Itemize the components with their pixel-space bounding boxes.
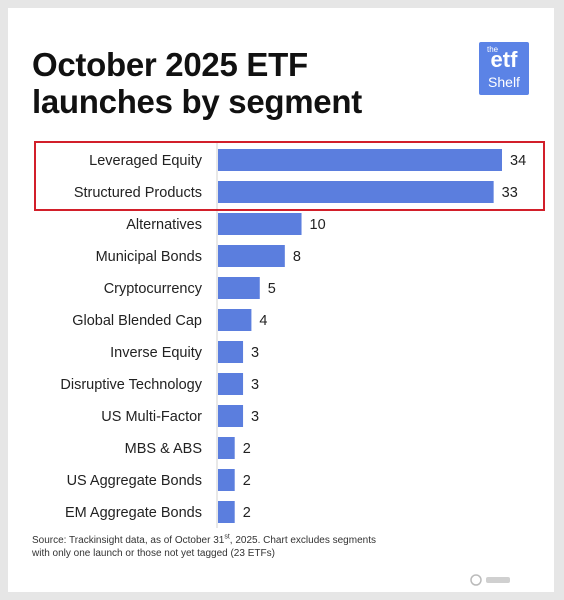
- bar-us-multi-factor: [218, 405, 244, 427]
- value-label-leveraged-equity: 34: [510, 153, 526, 169]
- bar-municipal-bonds: [218, 245, 285, 267]
- value-label-us-multi-factor: 3: [251, 409, 259, 425]
- source-note-line1a: Source: Trackinsight data, as of October…: [32, 535, 225, 546]
- value-label-cryptocurrency: 5: [268, 281, 276, 297]
- value-label-inverse-equity: 3: [251, 345, 259, 361]
- bar-us-aggregate-bonds: [218, 469, 235, 491]
- category-label-us-aggregate-bonds: US Aggregate Bonds: [67, 473, 202, 489]
- watermark-icon: [466, 572, 516, 588]
- value-label-disruptive-technology: 3: [251, 377, 259, 393]
- title-line-1: October 2025 ETF: [32, 46, 308, 83]
- bar-alternatives: [218, 213, 302, 235]
- category-label-mbs-and-abs: MBS & ABS: [125, 441, 202, 457]
- category-label-us-multi-factor: US Multi-Factor: [101, 409, 202, 425]
- source-note: Source: Trackinsight data, as of October…: [32, 534, 376, 560]
- value-label-mbs-and-abs: 2: [243, 441, 251, 457]
- category-label-alternatives: Alternatives: [126, 217, 202, 233]
- category-label-global-blended-cap: Global Blended Cap: [72, 313, 202, 329]
- chart-title: October 2025 ETF launches by segment: [32, 46, 362, 120]
- category-label-municipal-bonds: Municipal Bonds: [96, 249, 202, 265]
- bar-structured-products: [218, 181, 494, 203]
- category-label-disruptive-technology: Disruptive Technology: [60, 377, 202, 393]
- bar-mbs-and-abs: [218, 437, 235, 459]
- highlight-box: [34, 141, 545, 211]
- title-line-2: launches by segment: [32, 83, 362, 120]
- chart-card: [8, 8, 554, 592]
- bar-cryptocurrency: [218, 277, 260, 299]
- source-note-line1b: , 2025. Chart excludes segments: [229, 535, 376, 546]
- bar-em-aggregate-bonds: [218, 501, 235, 523]
- etf-shelf-logo: the etf Shelf: [479, 42, 529, 95]
- category-label-inverse-equity: Inverse Equity: [110, 345, 203, 361]
- category-label-leveraged-equity: Leveraged Equity: [89, 153, 203, 169]
- category-label-em-aggregate-bonds: EM Aggregate Bonds: [65, 505, 202, 521]
- logo-etf-text: etf: [490, 47, 518, 72]
- value-label-alternatives: 10: [310, 217, 326, 233]
- bar-leveraged-equity: [218, 149, 502, 171]
- category-label-cryptocurrency: Cryptocurrency: [104, 281, 203, 297]
- source-note-line2: with only one launch or those not yet ta…: [32, 548, 275, 559]
- value-label-municipal-bonds: 8: [293, 249, 301, 265]
- value-label-em-aggregate-bonds: 2: [243, 505, 251, 521]
- category-label-structured-products: Structured Products: [74, 185, 202, 201]
- logo-the-text: the: [487, 45, 499, 54]
- bar-disruptive-technology: [218, 373, 244, 395]
- value-label-global-blended-cap: 4: [259, 313, 267, 329]
- bar-inverse-equity: [218, 341, 244, 363]
- value-label-us-aggregate-bonds: 2: [243, 473, 251, 489]
- logo-shelf-text: Shelf: [488, 74, 520, 90]
- bar-global-blended-cap: [218, 309, 252, 331]
- source-note-sup: st: [224, 533, 230, 541]
- value-label-structured-products: 33: [502, 185, 518, 201]
